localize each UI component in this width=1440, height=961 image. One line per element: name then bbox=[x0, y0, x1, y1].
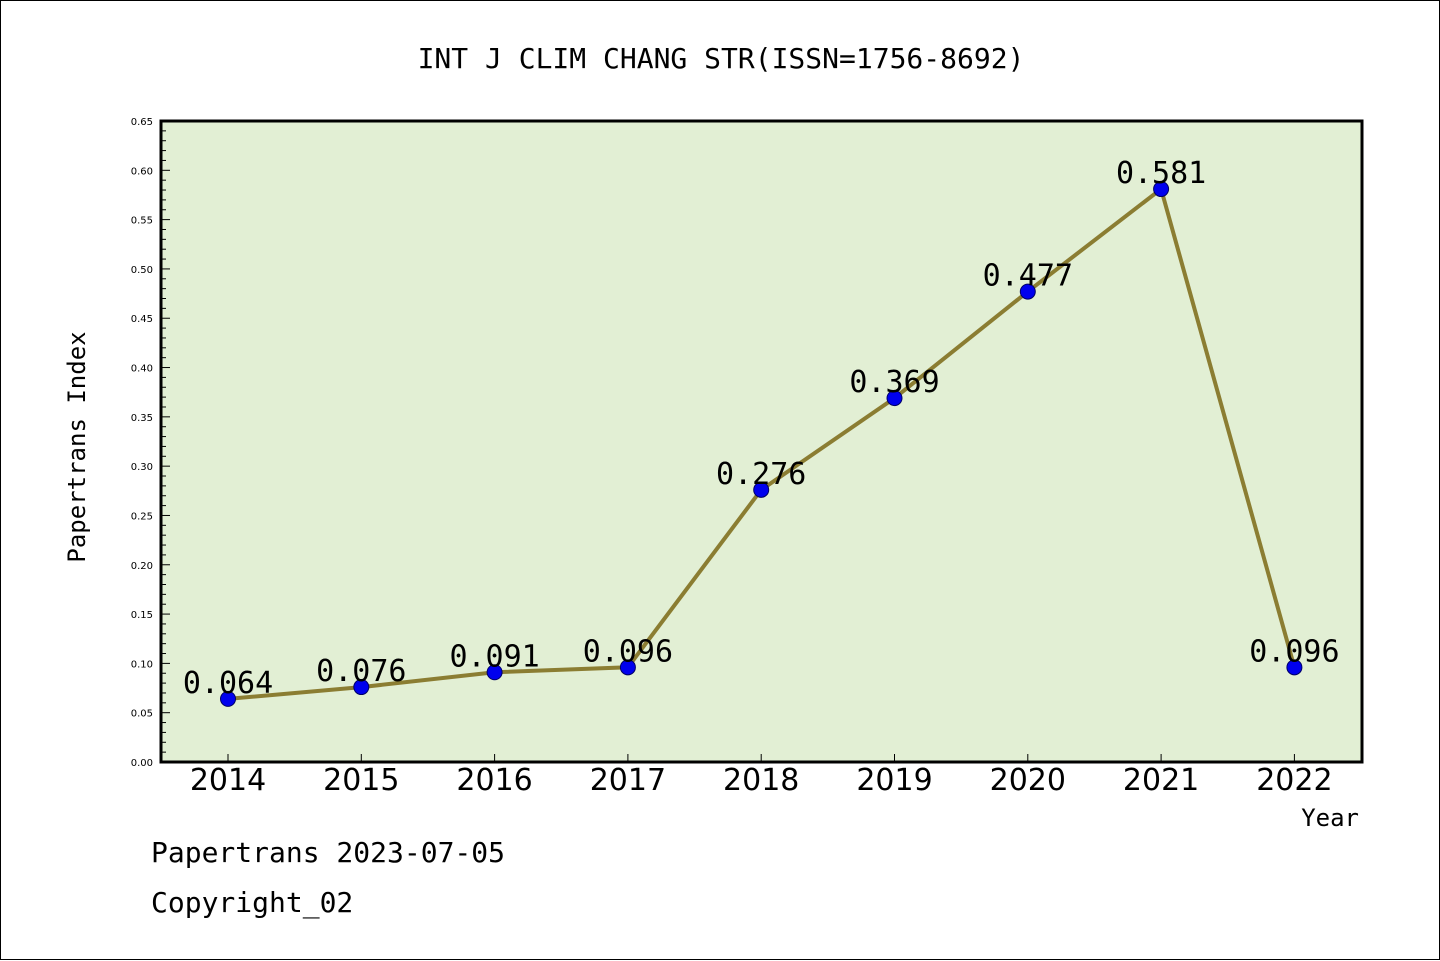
data-labels: 0.064 0.076 0.091 0.096 0.276 0.369 0.477 0.581… bbox=[183, 156, 1340, 701]
plot-area bbox=[159, 119, 1364, 764]
x-tick-label: 2017 bbox=[590, 763, 666, 798]
x-tick-label: 2018 bbox=[723, 763, 799, 798]
y-tick-label: 0.65 bbox=[131, 117, 153, 128]
data-label: 0.276 bbox=[716, 457, 806, 492]
y-tick-label: 0.30 bbox=[131, 462, 153, 473]
y-axis-label: Papertrans Index bbox=[63, 331, 91, 562]
data-point bbox=[1153, 181, 1170, 198]
y-tick-label: 0.00 bbox=[131, 758, 153, 769]
data-point bbox=[1019, 283, 1036, 300]
data-point bbox=[886, 390, 903, 407]
y-tick-label: 0.45 bbox=[131, 314, 153, 325]
x-tick-label: 2019 bbox=[856, 763, 932, 798]
data-point bbox=[220, 690, 236, 707]
data-label: 0.064 bbox=[183, 666, 273, 701]
x-axis: 2014 2015 2016 2017 2018 2019 2020 2021 2022 bbox=[190, 754, 1333, 798]
footer-source: Papertrans 2023-07-05 bbox=[151, 836, 506, 869]
x-axis-label: Year bbox=[1301, 804, 1359, 832]
y-tick-label: 0.20 bbox=[131, 561, 153, 572]
y-tick-label: 0.35 bbox=[131, 413, 153, 424]
y-tick-label: 0.60 bbox=[131, 166, 153, 177]
x-tick-label: 2016 bbox=[456, 763, 532, 798]
x-tick-label: 2014 bbox=[190, 763, 266, 798]
data-point bbox=[619, 659, 636, 676]
data-label: 0.369 bbox=[849, 365, 939, 400]
data-points bbox=[220, 181, 1303, 707]
y-tick-label: 0.55 bbox=[131, 216, 153, 227]
data-label: 0.581 bbox=[1116, 156, 1206, 191]
x-tick-label: 2015 bbox=[323, 763, 399, 798]
data-point bbox=[1286, 659, 1303, 676]
data-label: 0.076 bbox=[316, 654, 406, 689]
footer-copyright: Copyright_02 bbox=[151, 886, 354, 919]
y-tick-label: 0.50 bbox=[131, 265, 153, 276]
data-point bbox=[353, 679, 370, 696]
data-point bbox=[753, 481, 770, 498]
x-tick-label: 2022 bbox=[1256, 763, 1332, 798]
x-tick-label: 2021 bbox=[1123, 763, 1199, 798]
data-label: 0.091 bbox=[449, 639, 539, 674]
y-tick-label: 0.40 bbox=[131, 364, 153, 375]
data-label: 0.477 bbox=[983, 259, 1073, 294]
y-tick-label: 0.05 bbox=[131, 709, 153, 720]
data-label: 0.096 bbox=[1249, 634, 1339, 669]
data-point bbox=[486, 664, 503, 681]
y-axis: 0.00 0.05 0.10 0.15 0.20 0.25 0.30 0.35 0.40 0.45… bbox=[131, 117, 170, 769]
y-tick-label: 0.25 bbox=[131, 511, 153, 522]
data-label: 0.096 bbox=[583, 634, 673, 669]
x-tick-label: 2020 bbox=[990, 763, 1066, 798]
y-tick-label: 0.15 bbox=[131, 610, 153, 621]
chart-title: INT J CLIM CHANG STR(ISSN=1756-8692) bbox=[418, 42, 1025, 75]
y-tick-label: 0.10 bbox=[131, 659, 153, 670]
